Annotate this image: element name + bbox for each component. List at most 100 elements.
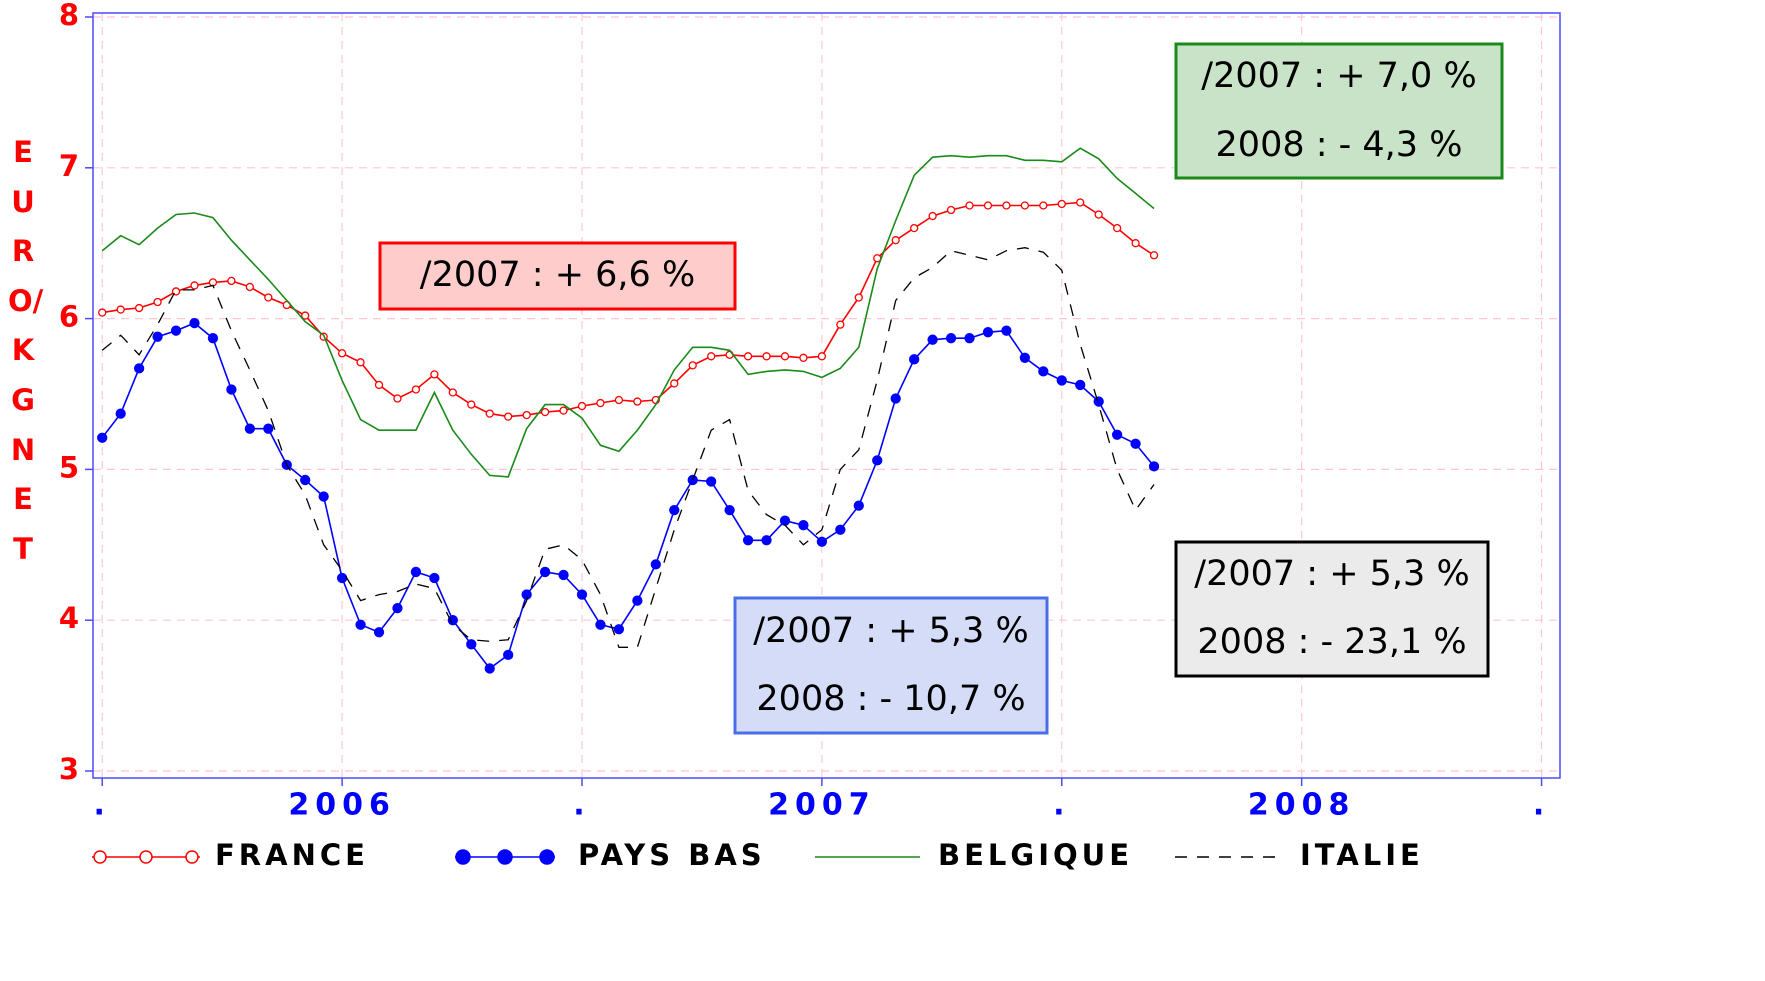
data-point xyxy=(263,423,274,434)
data-point xyxy=(982,327,994,338)
data-point xyxy=(1148,461,1160,472)
data-point xyxy=(318,491,329,502)
data-point xyxy=(1001,325,1012,336)
data-point xyxy=(596,398,605,408)
legend-marker xyxy=(93,850,107,864)
data-point xyxy=(890,393,901,404)
data-point xyxy=(798,520,809,531)
annotation-text: 2008 : - 10,7 % xyxy=(756,679,1025,719)
data-point xyxy=(558,569,569,581)
series-line xyxy=(102,201,1155,418)
data-point xyxy=(577,401,587,411)
data-point xyxy=(836,320,845,329)
data-point xyxy=(98,308,107,317)
data-point xyxy=(613,624,625,635)
data-point xyxy=(190,281,199,290)
x-tick-label: 2008 xyxy=(1248,788,1356,823)
data-point xyxy=(927,334,938,345)
data-point xyxy=(576,589,588,600)
data-point xyxy=(1111,429,1123,440)
x-tick-label: 2007 xyxy=(768,788,876,823)
y-tick-label: 8 xyxy=(59,0,79,32)
data-point xyxy=(853,500,864,511)
data-point xyxy=(410,566,422,578)
data-point xyxy=(835,524,846,535)
data-point xyxy=(429,572,440,584)
data-point xyxy=(226,384,237,395)
annotation-text: 2008 : - 23,1 % xyxy=(1197,622,1466,662)
annotation-box xyxy=(733,596,1049,735)
data-point xyxy=(891,236,900,245)
plot-frame xyxy=(92,12,1561,779)
data-point xyxy=(946,205,956,215)
series-line xyxy=(101,147,1155,478)
data-point xyxy=(133,363,145,374)
data-point xyxy=(687,474,698,486)
legend-marker xyxy=(539,849,555,865)
annotation-text: /2007 : + 5,3 % xyxy=(1194,554,1469,594)
data-point xyxy=(373,627,385,638)
legend-marker xyxy=(139,850,153,864)
data-point xyxy=(854,293,863,302)
data-point xyxy=(1076,198,1085,207)
data-point xyxy=(134,303,144,313)
data-point xyxy=(632,595,643,606)
data-point xyxy=(688,361,697,370)
y-tick-label: 6 xyxy=(59,300,79,334)
data-point xyxy=(264,293,273,302)
annotation-text: /2007 : + 5,3 % xyxy=(753,611,1028,651)
data-point xyxy=(1149,251,1159,260)
x-tick-label: . xyxy=(1053,788,1070,823)
data-point xyxy=(116,305,125,314)
data-point xyxy=(430,370,439,379)
data-point xyxy=(467,400,476,409)
data-point xyxy=(1056,375,1067,386)
data-point xyxy=(724,504,735,516)
data-point xyxy=(1038,366,1049,377)
data-point xyxy=(1112,223,1122,233)
x-tick-label: 2006 xyxy=(288,788,396,823)
data-point xyxy=(411,385,421,394)
data-point xyxy=(779,515,791,526)
data-point xyxy=(393,394,402,403)
annotation-text: 2008 : - 4,3 % xyxy=(1216,125,1463,165)
data-point xyxy=(504,412,513,421)
data-point xyxy=(965,201,974,210)
data-point xyxy=(761,535,772,546)
data-point xyxy=(1131,239,1140,248)
data-point xyxy=(466,639,477,650)
data-point xyxy=(337,349,347,358)
data-point xyxy=(1075,379,1086,391)
data-point xyxy=(816,536,828,547)
data-point xyxy=(484,663,495,674)
data-point xyxy=(227,276,236,286)
data-point xyxy=(540,407,550,417)
y-tick-label: 3 xyxy=(59,752,79,786)
data-point xyxy=(1020,201,1030,210)
data-point xyxy=(1130,438,1141,449)
data-point xyxy=(521,589,532,600)
data-point xyxy=(633,397,642,406)
data-point xyxy=(670,379,679,388)
annotation-text: /2007 : + 6,6 % xyxy=(420,255,695,295)
data-point xyxy=(669,504,680,516)
data-point xyxy=(706,476,717,487)
data-point xyxy=(170,325,182,336)
data-point xyxy=(817,352,827,361)
data-point xyxy=(189,317,200,329)
x-tick-label: . xyxy=(1533,788,1550,823)
y-tick-label: 5 xyxy=(59,450,79,484)
annotation-text: /2007 : + 7,0 % xyxy=(1201,56,1476,96)
data-point xyxy=(928,211,937,221)
legend-marker xyxy=(497,849,513,865)
data-point xyxy=(595,619,606,630)
data-point xyxy=(355,619,366,630)
data-point xyxy=(336,572,348,584)
data-point xyxy=(300,474,311,486)
legend-label: ITALIE xyxy=(1300,838,1424,872)
data-point xyxy=(1002,201,1011,210)
data-point xyxy=(1057,199,1066,209)
y-tick-label: 7 xyxy=(59,149,79,183)
data-point xyxy=(742,535,754,546)
